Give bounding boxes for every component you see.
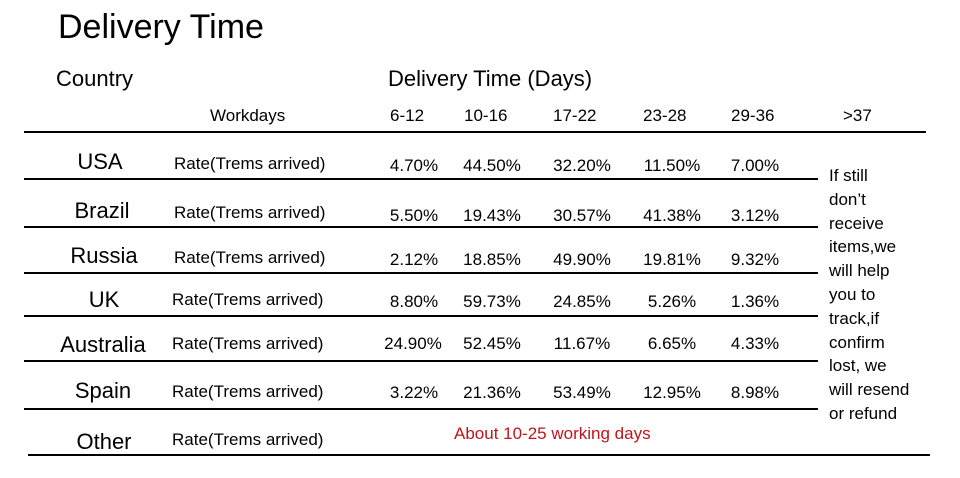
range-header-3: 17-22 bbox=[553, 106, 597, 125]
note-line: items,we bbox=[829, 237, 897, 257]
country-name: Australia bbox=[60, 332, 146, 357]
row-divider bbox=[24, 408, 818, 410]
workdays-header: Workdays bbox=[210, 106, 286, 125]
rate-value: 44.50% bbox=[463, 156, 521, 175]
rate-value: 9.32% bbox=[730, 250, 780, 269]
country-name: Spain bbox=[74, 378, 132, 403]
rate-value: 11.67% bbox=[553, 334, 611, 353]
rate-value: 3.22% bbox=[389, 383, 439, 402]
rate-value: 19.81% bbox=[643, 250, 701, 269]
note-line: or refund bbox=[829, 403, 898, 423]
note-line: you to bbox=[829, 284, 876, 304]
rate-value: 3.12% bbox=[730, 206, 780, 225]
range-header-5: 29-36 bbox=[731, 106, 775, 125]
row-divider bbox=[24, 315, 818, 317]
rate-value: 2.12% bbox=[389, 250, 439, 269]
country-header: Country bbox=[56, 66, 134, 91]
note-line: lost, we bbox=[829, 356, 887, 376]
rate-label: Rate(Trems arrived) bbox=[174, 203, 326, 222]
country-name: Brazil bbox=[74, 198, 130, 223]
other-delivery-note: About 10-25 working days bbox=[454, 424, 651, 443]
page-title: Delivery Time bbox=[58, 8, 264, 46]
note-line: will help bbox=[829, 261, 890, 281]
country-name: Other bbox=[76, 429, 132, 454]
rate-value: 6.65% bbox=[647, 334, 697, 353]
tracking-note: If still don’t receive items,we will hel… bbox=[829, 164, 929, 426]
delivery-time-header: Delivery Time (Days) bbox=[388, 66, 593, 91]
row-divider bbox=[24, 226, 818, 228]
rate-value: 12.95% bbox=[643, 383, 701, 402]
rate-value: 7.00% bbox=[730, 156, 780, 175]
note-line: receive bbox=[829, 213, 884, 233]
rate-value: 41.38% bbox=[643, 206, 701, 225]
note-line: track,if bbox=[829, 308, 880, 328]
row-divider bbox=[24, 360, 818, 362]
row-divider bbox=[24, 272, 818, 274]
rate-value: 19.43% bbox=[463, 206, 521, 225]
rate-value: 30.57% bbox=[553, 206, 611, 225]
rate-value: 49.90% bbox=[553, 250, 611, 269]
rate-label: Rate(Trems arrived) bbox=[172, 334, 324, 353]
rate-value: 8.98% bbox=[730, 383, 780, 402]
range-header-4: 23-28 bbox=[643, 106, 687, 125]
rate-value: 18.85% bbox=[463, 250, 521, 269]
row-divider bbox=[24, 178, 818, 180]
bottom-rule bbox=[28, 454, 930, 456]
rate-value: 8.80% bbox=[389, 292, 439, 311]
rate-label: Rate(Trems arrived) bbox=[172, 430, 324, 449]
rate-value: 5.50% bbox=[389, 206, 439, 225]
note-line: don’t bbox=[829, 189, 866, 209]
country-name: UK bbox=[88, 287, 120, 312]
rate-value: 21.36% bbox=[463, 383, 521, 402]
header-rule bbox=[24, 131, 926, 133]
note-line: If still bbox=[829, 166, 868, 185]
rate-value: 1.36% bbox=[730, 292, 780, 311]
rate-value: 53.49% bbox=[553, 383, 611, 402]
rate-label: Rate(Trems arrived) bbox=[174, 154, 326, 173]
rate-value: 59.73% bbox=[463, 292, 521, 311]
country-name: Russia bbox=[70, 243, 138, 268]
rate-label: Rate(Trems arrived) bbox=[172, 382, 324, 401]
range-header-6: >37 bbox=[843, 106, 872, 125]
rate-value: 24.90% bbox=[384, 334, 442, 353]
country-name: USA bbox=[77, 149, 123, 174]
rate-label: Rate(Trems arrived) bbox=[174, 248, 326, 267]
rate-value: 5.26% bbox=[647, 292, 697, 311]
note-line: confirm bbox=[829, 332, 885, 352]
rate-value: 24.85% bbox=[553, 292, 611, 311]
rate-value: 32.20% bbox=[553, 156, 611, 175]
rate-value: 4.70% bbox=[389, 156, 439, 175]
rate-value: 11.50% bbox=[643, 156, 701, 175]
range-header-2: 10-16 bbox=[464, 106, 508, 125]
rate-value: 4.33% bbox=[730, 334, 780, 353]
rate-value: 52.45% bbox=[463, 334, 521, 353]
rate-label: Rate(Trems arrived) bbox=[172, 290, 324, 309]
note-line: will resend bbox=[829, 380, 910, 400]
range-header-1: 6-12 bbox=[390, 106, 425, 125]
